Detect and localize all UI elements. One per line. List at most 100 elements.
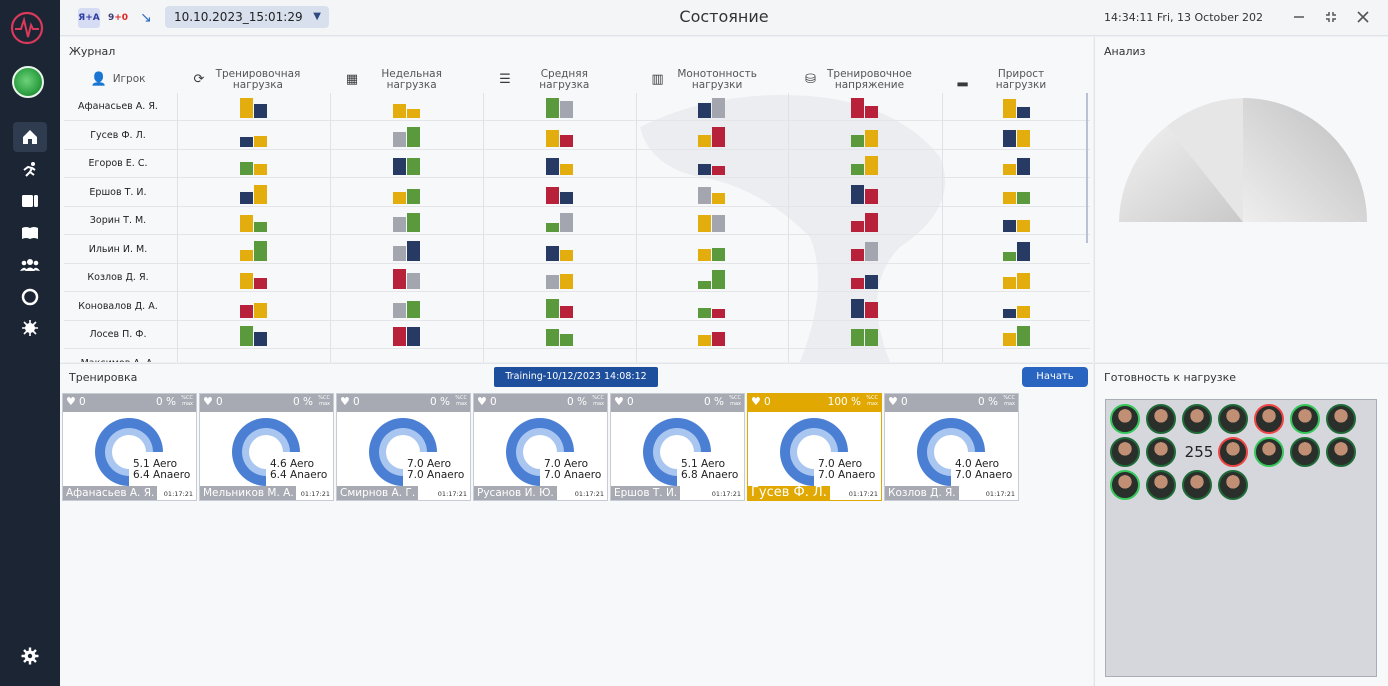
sport-ball-icon[interactable] bbox=[12, 66, 44, 98]
session-date-select[interactable]: 10.10.2023_15:01:29 ▼ bbox=[165, 6, 329, 28]
table-row[interactable]: Афанасьев А. Я. bbox=[64, 93, 1090, 121]
metric-indicator bbox=[851, 182, 891, 204]
player-name: Афанасьев А. Я. bbox=[78, 101, 158, 112]
load-ring-gauge bbox=[95, 418, 163, 490]
nav-dashboard[interactable] bbox=[0, 186, 60, 216]
table-row[interactable]: Лосев П. Ф. bbox=[64, 321, 1090, 349]
indicator-bar bbox=[851, 164, 864, 175]
column-header[interactable]: 👤 Игрок bbox=[64, 66, 172, 94]
column-header[interactable]: ⛁ Тренировочное напряжение bbox=[784, 66, 938, 94]
table-row[interactable]: Козлов Д. Я. bbox=[64, 264, 1090, 292]
indicator-bar bbox=[1003, 129, 1016, 147]
avatar[interactable] bbox=[1146, 437, 1176, 467]
avatar[interactable] bbox=[1218, 437, 1248, 467]
indicator-bar bbox=[392, 269, 406, 289]
indicator-bar bbox=[865, 241, 878, 261]
nav-home[interactable] bbox=[0, 122, 60, 152]
avatar[interactable] bbox=[1182, 404, 1212, 434]
table-row[interactable]: Гусев Ф. Л. bbox=[64, 122, 1090, 150]
nav-team[interactable] bbox=[0, 250, 60, 280]
journal-scrollbar[interactable] bbox=[1086, 93, 1088, 243]
avatar[interactable] bbox=[1326, 404, 1356, 434]
avatar[interactable] bbox=[1110, 437, 1140, 467]
metric-indicator bbox=[1003, 125, 1043, 147]
indicator-bar bbox=[239, 304, 253, 318]
column-header[interactable]: ▥ Монотонность нагрузки bbox=[632, 66, 784, 94]
indicator-bar bbox=[1017, 158, 1030, 175]
column-divider bbox=[942, 93, 943, 362]
column-header[interactable]: ⟳ Тренировочная нагрузка bbox=[173, 66, 326, 94]
metric-indicator bbox=[545, 296, 586, 318]
avatar[interactable] bbox=[1146, 470, 1176, 500]
nav-journal[interactable] bbox=[0, 218, 60, 248]
card-header: ♥ 0 0 % %CC max bbox=[63, 394, 196, 412]
nav-settings[interactable] bbox=[0, 641, 60, 671]
avatar[interactable] bbox=[1290, 404, 1320, 434]
avatar[interactable] bbox=[1254, 404, 1284, 434]
column-header-label: Тренировочное напряжение bbox=[827, 67, 912, 91]
indicator-bar bbox=[712, 98, 725, 118]
indicator-bar bbox=[712, 247, 725, 261]
indicator-bar bbox=[253, 104, 267, 118]
heart-rate: 0 bbox=[764, 396, 771, 408]
avatar[interactable] bbox=[1146, 404, 1176, 434]
hr-unit-bottom: max bbox=[593, 401, 604, 407]
player-card[interactable]: ♥ 0 0 % %CC max 5.1 Aero 6.4 Anaero Афанасьев А… bbox=[62, 393, 197, 501]
minimize-icon[interactable] bbox=[1289, 7, 1309, 27]
card-footer: Мельников М. А. 01:17:21 bbox=[200, 486, 333, 500]
table-row[interactable]: Ершов Т. И. bbox=[64, 179, 1090, 207]
indicator-bar bbox=[559, 361, 573, 362]
player-card[interactable]: ♥ 0 0 % %CC max 4.6 Aero 6.4 Anaero Мельников М… bbox=[199, 393, 334, 501]
player-card[interactable]: ♥ 0 0 % %CC max 7.0 Aero 7.0 Anaero Русанов И. … bbox=[473, 393, 608, 501]
avatar[interactable] bbox=[1254, 437, 1284, 467]
nav-status[interactable] bbox=[0, 282, 60, 312]
dashboard-icon bbox=[13, 186, 47, 216]
card-player-name: Русанов И. Ю. bbox=[474, 486, 557, 500]
metric-indicator bbox=[1003, 153, 1043, 175]
load-ring-gauge bbox=[506, 418, 574, 490]
player-card[interactable]: ♥ 0 100 % %CC max 7.0 Aero 7.0 Anaero Гусев Ф. … bbox=[747, 393, 882, 501]
collapse-icon[interactable] bbox=[1321, 7, 1341, 27]
avatar[interactable] bbox=[1218, 470, 1248, 500]
avatar[interactable] bbox=[1290, 437, 1320, 467]
indicator-bar bbox=[1017, 220, 1030, 232]
metric-indicator bbox=[545, 324, 586, 346]
table-row[interactable]: Коновалов Д. А. bbox=[64, 293, 1090, 321]
nav-health[interactable] bbox=[0, 313, 60, 343]
table-row[interactable]: Егоров Е. С. bbox=[64, 150, 1090, 178]
avatar[interactable] bbox=[1326, 437, 1356, 467]
column-header[interactable]: ▂ Прирост нагрузки bbox=[938, 66, 1088, 94]
heart-icon: ♥ bbox=[66, 395, 76, 408]
player-card[interactable]: ♥ 0 0 % %CC max 4.0 Aero 7.0 Anaero Козлов Д. Я… bbox=[884, 393, 1019, 501]
table-row[interactable]: Ильин И. М. bbox=[64, 236, 1090, 264]
card-footer: Гусев Ф. Л. 01:17:21 bbox=[748, 486, 881, 500]
player-name: Ершов Т. И. bbox=[89, 186, 147, 198]
column-header[interactable]: ▦ Недельная нагрузка bbox=[326, 66, 479, 94]
hr-unit-bottom: max bbox=[456, 401, 467, 407]
avatar[interactable] bbox=[1110, 404, 1140, 434]
ring-gap bbox=[951, 452, 985, 490]
start-button[interactable]: Начать bbox=[1022, 367, 1088, 387]
hr-unit-top: %CC bbox=[318, 395, 330, 401]
hr-unit-bottom: max bbox=[319, 401, 330, 407]
indicator-bar bbox=[1003, 333, 1016, 346]
indicator-bar bbox=[253, 332, 267, 346]
indicator-bar bbox=[239, 249, 253, 261]
player-card[interactable]: ♥ 0 0 % %CC max 7.0 Aero 7.0 Anaero Смирнов А. … bbox=[336, 393, 471, 501]
table-row[interactable]: Максимов А. А. bbox=[64, 350, 1090, 362]
table-row[interactable]: Зорин Т. М. bbox=[64, 207, 1090, 235]
player-card[interactable]: ♥ 0 0 % %CC max 5.1 Aero 6.8 Anaero Ершов Т. И.… bbox=[610, 393, 745, 501]
indicator-bar bbox=[865, 106, 878, 118]
anaero-value: 7.0 Anaero bbox=[818, 469, 876, 481]
avatar[interactable] bbox=[1110, 470, 1140, 500]
card-footer: Русанов И. Ю. 01:17:21 bbox=[474, 486, 607, 500]
avatar[interactable] bbox=[1182, 470, 1212, 500]
nav-training[interactable] bbox=[0, 155, 60, 185]
close-icon[interactable] bbox=[1353, 7, 1373, 27]
indicator-bar bbox=[392, 191, 406, 204]
team-filter-chip[interactable]: Я+А bbox=[78, 8, 100, 28]
column-header[interactable]: ☰ Средняя нагрузка bbox=[479, 66, 632, 94]
avatar[interactable] bbox=[1218, 404, 1248, 434]
indicator-bar bbox=[545, 329, 559, 346]
anaero-value: 7.0 Anaero bbox=[955, 469, 1013, 481]
